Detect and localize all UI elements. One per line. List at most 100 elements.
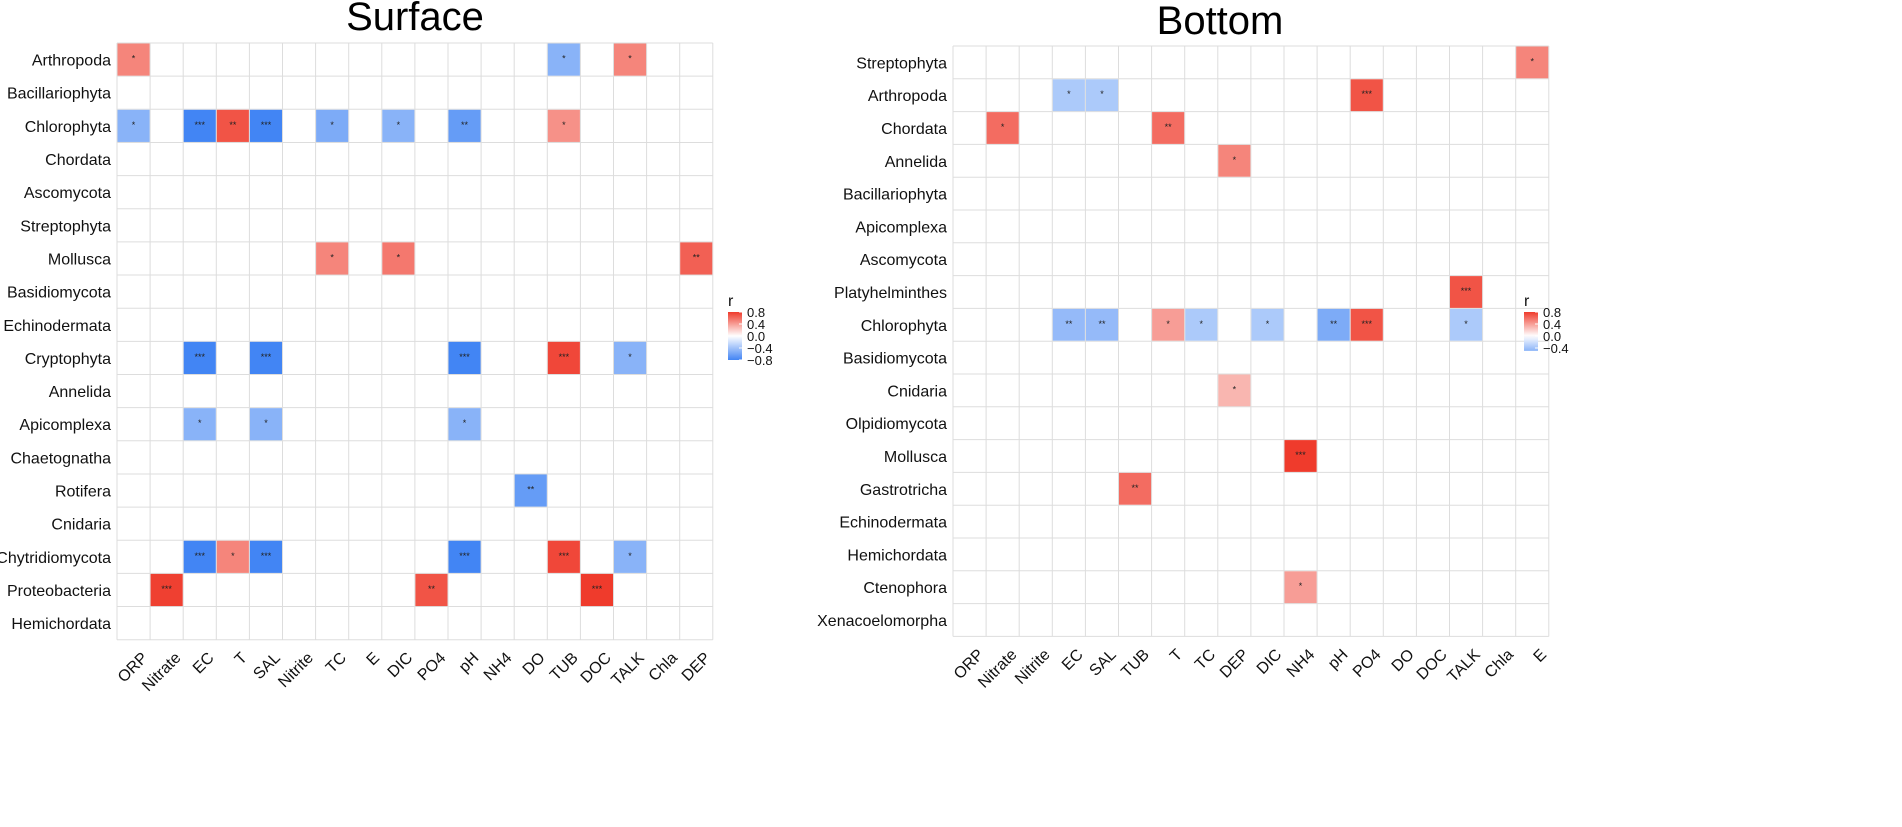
column-label: TC	[1192, 646, 1219, 673]
significance-mark: *	[1233, 155, 1237, 165]
row-label: Ctenophora	[863, 580, 947, 597]
column-label: DO	[520, 650, 549, 679]
significance-mark: **	[1165, 122, 1173, 132]
row-label: Annelida	[49, 384, 111, 401]
row-label: Hemichordata	[11, 616, 111, 633]
significance-mark: *	[1199, 319, 1203, 329]
column-label: EC	[1059, 646, 1087, 674]
significance-mark: **	[229, 120, 237, 130]
legend-tick-label: 0.8	[1543, 305, 1561, 320]
row-label: Arthropoda	[32, 53, 111, 70]
column-label: T	[1167, 646, 1186, 665]
significance-mark: ***	[261, 120, 272, 130]
row-label: Cnidaria	[887, 383, 947, 400]
row-label: Bacillariophyta	[7, 86, 111, 103]
heatmap-cell	[1317, 308, 1350, 341]
heatmap-cell	[1119, 472, 1152, 505]
heatmap-cell	[1450, 308, 1483, 341]
heatmap-cell	[150, 573, 183, 607]
heatmap-cell	[614, 43, 647, 76]
significance-mark: *	[132, 54, 136, 64]
heatmap-cell	[448, 341, 481, 374]
column-label: TC	[323, 650, 350, 677]
significance-mark: *	[1299, 581, 1303, 591]
significance-mark: **	[527, 485, 535, 495]
heatmap-cell	[1085, 308, 1118, 341]
row-label: Annelida	[885, 154, 947, 171]
row-label: Proteobacteria	[7, 583, 111, 600]
row-label: Olpidiomycota	[846, 416, 947, 433]
legend-tick-label: 0.0	[747, 329, 765, 344]
significance-mark: **	[1132, 483, 1140, 493]
significance-mark: **	[693, 252, 701, 262]
legend-colorbar	[1524, 312, 1538, 351]
significance-mark: ***	[559, 551, 570, 561]
significance-mark: *	[1464, 319, 1468, 329]
significance-mark: *	[397, 120, 401, 130]
significance-mark: *	[562, 120, 566, 130]
heatmap-cell	[986, 112, 1019, 144]
significance-mark: ***	[194, 120, 205, 130]
row-label: Chytridiomycota	[0, 550, 111, 567]
legend-tick-label: −0.4	[1543, 341, 1569, 356]
heatmap-cell	[1052, 79, 1085, 112]
heatmap-cell	[1218, 144, 1251, 177]
heatmap-cell	[316, 109, 349, 142]
heatmap-cell	[249, 109, 282, 142]
column-label: E	[364, 650, 384, 670]
bottom-grid	[952, 45, 1550, 637]
row-label: Chlorophyta	[861, 318, 947, 335]
column-label: PO4	[1350, 646, 1385, 681]
bottom-legend: r 0.80.40.0−0.4	[1524, 293, 1569, 356]
significance-mark: ***	[559, 352, 570, 362]
significance-mark: *	[330, 120, 334, 130]
bottom-panel: Bottom** * **** ******** ** * * * ** *** ********S…	[817, 0, 1569, 692]
significance-mark: ***	[194, 551, 205, 561]
column-label: TUB	[547, 650, 582, 685]
heatmap-cell	[216, 540, 249, 573]
significance-mark: ***	[592, 584, 603, 594]
heatmap-cell	[614, 540, 647, 573]
row-label: Chordata	[881, 121, 947, 138]
significance-mark: **	[1098, 319, 1106, 329]
heatmap-cell	[183, 408, 216, 441]
row-label: Mollusca	[884, 449, 947, 466]
column-label: DEP	[679, 650, 714, 685]
significance-mark: *	[1530, 56, 1534, 66]
significance-mark: *	[1067, 89, 1071, 99]
heatmap-cell	[183, 109, 216, 142]
heatmap-cell	[1152, 112, 1185, 144]
heatmap-cell	[1152, 308, 1185, 341]
column-label: Nitrite	[275, 649, 317, 691]
row-label: Bacillariophyta	[843, 187, 947, 204]
legend-title: r	[1524, 293, 1530, 310]
significance-mark: ***	[194, 352, 205, 362]
significance-mark: *	[231, 551, 235, 561]
heatmap-cell	[547, 43, 580, 76]
row-label: Cryptophyta	[25, 351, 111, 368]
legend-tick-label: −0.4	[747, 341, 773, 356]
heatmap-cell	[249, 540, 282, 573]
column-label: TALK	[1444, 646, 1484, 686]
heatmap-cell	[680, 242, 713, 275]
legend-tick-label: 0.0	[1543, 329, 1561, 344]
heatmap-cell	[183, 540, 216, 573]
row-label: Basidiomycota	[843, 351, 947, 368]
heatmap-cell	[249, 341, 282, 374]
row-label: Streptophyta	[20, 218, 111, 235]
heatmap-cell	[1284, 440, 1317, 472]
heatmap-cell	[183, 341, 216, 374]
heatmap-cell	[448, 109, 481, 142]
legend-tick-label: 0.8	[747, 305, 765, 320]
row-label: Platyhelminthes	[834, 285, 947, 302]
heatmap-cell	[382, 242, 415, 275]
heatmap-cell	[1185, 308, 1218, 341]
significance-mark: *	[1166, 319, 1170, 329]
significance-mark: *	[1233, 384, 1237, 394]
column-label: DIC	[1254, 646, 1286, 678]
legend-tick-label: 0.4	[747, 317, 765, 332]
row-label: Gastrotricha	[860, 482, 947, 499]
legend-title: r	[728, 293, 734, 310]
row-label: Mollusca	[48, 251, 111, 268]
column-label: DOC	[1414, 646, 1451, 683]
